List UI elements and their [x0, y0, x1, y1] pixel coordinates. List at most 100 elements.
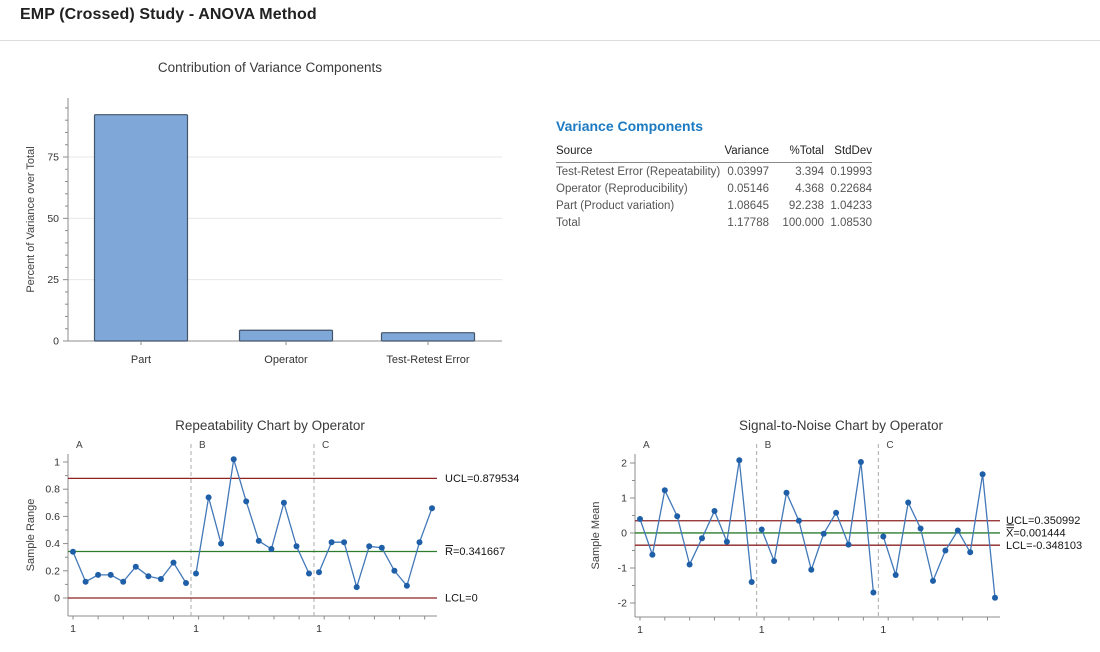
data-point — [378, 544, 385, 551]
series-line-A — [639, 460, 753, 583]
bar-series: Part Operator Test-Retest Error — [93, 114, 476, 366]
svg-text:75: 75 — [47, 152, 59, 164]
chart-title: Contribution of Variance Components — [158, 60, 382, 75]
data-point — [293, 543, 300, 550]
data-point — [711, 508, 718, 514]
data-point — [268, 546, 275, 552]
title-divider — [0, 40, 1100, 41]
data-point — [306, 570, 312, 577]
data-point — [661, 487, 668, 494]
repeatability-control-lines: UCL=0.879534 R=0.341667 LCL=0 — [68, 473, 519, 605]
data-point — [905, 499, 912, 506]
data-point — [930, 577, 936, 584]
table-cell: Operator (Reproducibility) — [556, 182, 688, 195]
data-point — [820, 530, 827, 537]
data-point — [255, 537, 262, 544]
data-point — [70, 548, 76, 555]
center-label: X=0.001444 — [1006, 528, 1066, 540]
x-tick-label: 1 — [193, 623, 199, 635]
data-point — [808, 566, 815, 573]
x-tick-label: 1 — [70, 623, 76, 635]
operator-label: B — [765, 440, 772, 451]
data-point — [243, 498, 250, 505]
operator-label: C — [886, 440, 893, 451]
data-point — [205, 494, 212, 501]
repeatability-chart: 0 0.2 0.4 0.6 0.8 1 A B C Repeatability Chart by … — [25, 418, 519, 635]
data-point — [649, 551, 656, 558]
data-point — [736, 457, 743, 464]
data-point — [674, 513, 681, 520]
data-point — [280, 499, 287, 506]
data-point — [366, 543, 373, 550]
chart-title: Signal-to-Noise Chart by Operator — [739, 418, 944, 433]
data-point — [967, 549, 974, 556]
table-cell: 1.04233 — [830, 199, 872, 212]
data-point — [230, 456, 237, 463]
data-point — [120, 578, 127, 585]
svg-text:25: 25 — [47, 274, 59, 286]
table-row: Test-Retest Error (Repeatability) 0.03997… — [556, 163, 872, 181]
chart-title: Repeatability Chart by Operator — [175, 418, 365, 433]
data-point — [637, 516, 643, 522]
data-point — [218, 540, 225, 547]
data-point — [341, 539, 348, 546]
data-point — [833, 509, 840, 516]
data-point — [845, 541, 852, 548]
operator-label: A — [643, 440, 650, 451]
table-cell: 100.000 — [782, 216, 824, 229]
operator-label: B — [199, 440, 206, 451]
data-point — [157, 576, 164, 582]
bar-test-retest-error — [380, 332, 476, 342]
data-point — [783, 489, 790, 496]
table-cell: 92.238 — [788, 199, 824, 212]
contribution-bar-chart: 0 25 50 75 Part Operator Test-Retest Error Cont… — [25, 60, 502, 366]
svg-text:1: 1 — [621, 493, 627, 505]
data-point — [748, 579, 755, 585]
x-tick-label: 1 — [880, 624, 886, 636]
table-cell: 1.08645 — [727, 199, 769, 212]
data-point — [107, 571, 114, 578]
svg-text:0.4: 0.4 — [45, 538, 60, 550]
svg-text:0.6: 0.6 — [45, 511, 60, 523]
repeatability-series: 1 1 1 — [70, 456, 435, 635]
table-header-cell: %Total — [769, 143, 824, 163]
table-cell: 1.08530 — [830, 216, 872, 229]
table-cell: 0.22684 — [830, 182, 872, 195]
data-point — [870, 589, 877, 596]
svg-text:0: 0 — [53, 336, 59, 348]
data-point — [132, 563, 139, 570]
data-point — [353, 584, 360, 591]
series-line-B — [761, 461, 875, 593]
data-point — [82, 578, 89, 585]
data-point — [723, 538, 730, 545]
table-cell: 4.368 — [795, 182, 824, 195]
data-point — [328, 539, 335, 546]
variance-components-heading: Variance Components — [556, 118, 704, 134]
repeatability-plot-area: 0 0.2 0.4 0.6 0.8 1 A B C — [45, 440, 437, 620]
x-category-label: Operator — [264, 354, 308, 366]
data-point — [403, 582, 410, 589]
table-cell: Part (Product variation) — [556, 199, 675, 212]
data-point — [429, 505, 435, 512]
data-point — [880, 533, 887, 540]
table-cell: 0.03997 — [727, 165, 769, 178]
data-point — [954, 527, 961, 534]
table-header-cell: Source — [556, 143, 721, 163]
svg-text:-2: -2 — [618, 598, 627, 610]
svg-text:50: 50 — [47, 213, 59, 225]
signal-to-noise-chart: -2 -1 0 1 2 A B C Signal-to-Noise Chart by Opera… — [590, 418, 1082, 636]
data-point — [942, 547, 949, 554]
table-cell: 0.19993 — [830, 165, 872, 178]
data-point — [992, 594, 998, 601]
data-point — [758, 526, 765, 533]
table-header-cell: StdDev — [824, 143, 872, 163]
data-point — [686, 561, 693, 568]
data-point — [145, 573, 152, 580]
variance-components-panel: Variance Components Source Variance %Total… — [556, 118, 886, 231]
table-cell: 1.17788 — [727, 216, 769, 229]
x-tick-label: 1 — [316, 623, 322, 635]
y-axis-label: Sample Range — [25, 499, 37, 572]
svg-text:0.8: 0.8 — [45, 484, 60, 496]
data-point — [416, 539, 423, 546]
data-point — [917, 525, 924, 532]
